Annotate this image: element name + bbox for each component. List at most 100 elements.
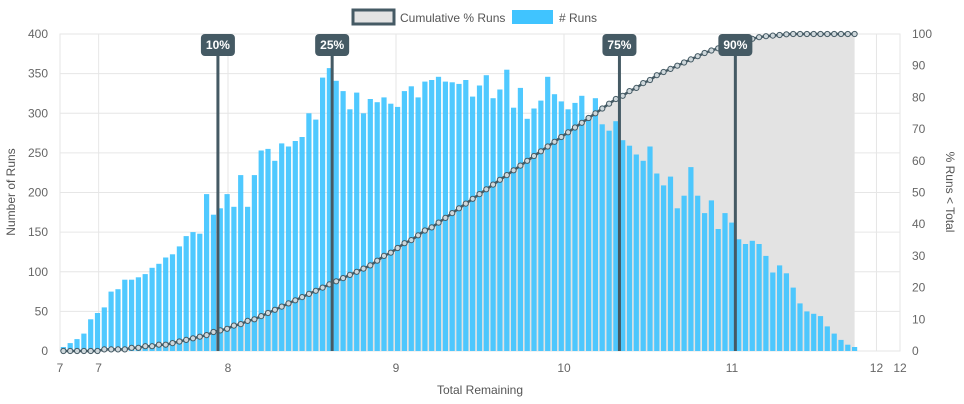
bar <box>804 311 810 351</box>
cumulative-point <box>244 317 251 324</box>
bar <box>299 137 305 351</box>
legend-item-runs[interactable]: # Runs <box>512 10 597 25</box>
bar <box>456 83 462 352</box>
bar <box>210 214 217 351</box>
bar <box>702 213 708 351</box>
bar <box>606 130 612 351</box>
bar <box>74 339 80 351</box>
cumulative-point <box>94 347 101 355</box>
bar <box>115 289 121 351</box>
y-left-tick-label: 300 <box>28 106 48 120</box>
cumulative-point <box>612 95 620 103</box>
cumulative-point <box>449 210 456 217</box>
cumulative-point <box>155 341 162 348</box>
cumulative-point <box>360 265 367 272</box>
cumulative-point <box>462 200 469 207</box>
bar <box>176 246 182 351</box>
bar <box>292 141 298 351</box>
y-left-tick-label: 350 <box>28 67 48 81</box>
cumulative-point <box>824 30 831 38</box>
y-left-tick-label: 250 <box>28 146 48 160</box>
x-axis-title: Total Remaining <box>437 383 523 397</box>
cumulative-point <box>394 244 401 252</box>
legend[interactable]: Cumulative % Runs # Runs <box>351 8 597 26</box>
cumulative-point <box>285 300 292 307</box>
cumulative-point <box>203 332 210 339</box>
bar <box>592 98 598 351</box>
cumulative-point <box>524 157 531 164</box>
cumulative-point <box>490 181 497 188</box>
cumulative-point <box>674 62 681 69</box>
y-right-tick-label: 90 <box>912 59 926 73</box>
bar <box>736 239 742 351</box>
cumulative-point <box>817 30 824 38</box>
bar <box>231 206 237 351</box>
y-right-tick-label: 20 <box>912 281 926 295</box>
cumulative-point <box>224 325 231 332</box>
cumulative-point <box>340 275 347 282</box>
x-tick-label: 7 <box>95 361 102 375</box>
y-left-tick-label: 100 <box>28 265 48 279</box>
bar <box>122 279 128 351</box>
y-axis-right-title: % Runs < Total <box>943 152 957 233</box>
bar <box>517 87 523 352</box>
x-tick-label: 7 <box>57 361 64 375</box>
bar <box>777 265 783 351</box>
x-tick-label: 10 <box>557 361 571 375</box>
cumulative-point <box>640 80 647 87</box>
bar <box>429 80 435 351</box>
bar <box>742 244 749 351</box>
cumulative-point <box>667 65 674 73</box>
bar <box>142 274 148 351</box>
bar <box>565 109 571 351</box>
bar <box>667 176 674 351</box>
cumulative-point <box>415 232 422 239</box>
cumulative-point <box>387 249 394 256</box>
bar <box>531 108 537 351</box>
cumulative-point <box>74 347 81 355</box>
percentile-label: 90% <box>723 38 747 52</box>
bar <box>626 145 633 351</box>
bar <box>797 303 803 351</box>
percentile-label: 25% <box>320 38 344 52</box>
bar <box>483 75 489 351</box>
legend-item-cumulative[interactable]: Cumulative % Runs <box>351 8 505 26</box>
bar <box>470 96 476 351</box>
y-right-tick-label: 80 <box>912 90 926 104</box>
cumulative-point <box>660 68 667 76</box>
y-right-tick-label: 70 <box>912 122 926 136</box>
bar <box>279 143 285 351</box>
bar <box>729 222 735 351</box>
cumulative-point <box>401 240 408 247</box>
cumulative-point <box>251 316 258 323</box>
percentile-marker-75: 75% <box>602 34 637 351</box>
bar <box>722 213 728 351</box>
bar <box>360 113 367 352</box>
bar <box>756 244 762 351</box>
cumulative-point <box>271 306 278 313</box>
bar <box>770 272 776 351</box>
cumulative-point <box>408 237 415 244</box>
cumulative-point <box>87 347 94 355</box>
cumulative-point <box>708 47 715 54</box>
y-left-tick-label: 200 <box>28 186 48 200</box>
cumulative-point <box>435 219 442 226</box>
cumulative-point <box>142 343 149 350</box>
bar <box>790 287 796 351</box>
bar <box>258 150 264 351</box>
cumulative-point <box>135 344 142 351</box>
bar <box>708 200 714 351</box>
cumulative-point <box>797 30 804 38</box>
bar <box>347 109 353 351</box>
bar <box>190 232 196 351</box>
bar <box>654 173 660 351</box>
cumulative-point <box>626 88 633 95</box>
bar <box>783 273 789 351</box>
cumulative-point <box>810 30 817 38</box>
cumulative-point <box>189 335 197 342</box>
bar <box>306 113 312 352</box>
bar <box>238 175 244 351</box>
percentile-badge <box>315 34 350 56</box>
cumulative-point <box>442 214 449 221</box>
bar <box>688 167 694 351</box>
